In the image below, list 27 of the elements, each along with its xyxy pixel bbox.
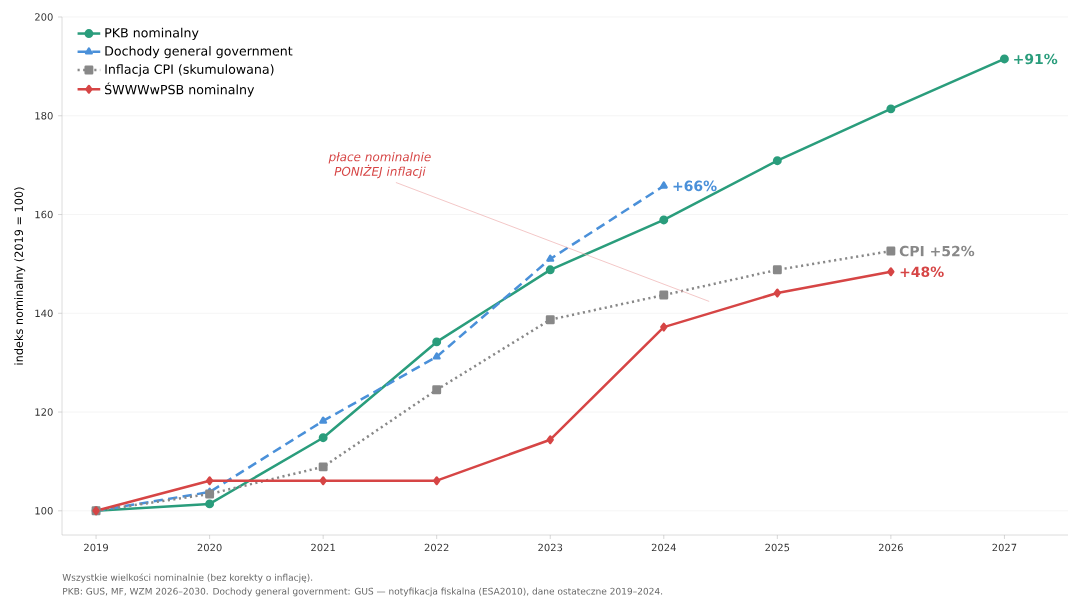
text: Wszystkie wielkości nominalnie (bez korekty o inflację). (62, 573, 313, 583)
y-tick-label: 180 (35, 111, 53, 120)
legend-label: Inflacja CPI (skumulowana) (105, 64, 274, 77)
annotation: płace nominalnie PONIŻEJ inflacji (328, 152, 431, 179)
x-tick-label: 2019 (84, 543, 109, 552)
x-tick-label: 2022 (424, 543, 449, 552)
legend-label: PKB nominalny (105, 27, 199, 40)
y-tick-label: 140 (35, 309, 53, 318)
y-tick-label: 160 (35, 210, 53, 219)
annotation: +48% (900, 266, 944, 278)
x-tick-label: 2025 (765, 543, 790, 552)
x-tick-label: 2023 (538, 543, 563, 552)
y-tick-label: 120 (35, 408, 53, 416)
legend-label: ŚWWWwPSB nominalny (105, 82, 255, 97)
legend-label: Dochody general government (105, 45, 293, 59)
annotation: +66% (673, 180, 717, 192)
annotation: +91% (1014, 53, 1058, 65)
y-tick-label: 100 (35, 507, 53, 515)
y-tick-label: 200 (35, 13, 53, 21)
x-tick-label: 2021 (311, 543, 335, 552)
annotation: CPI +52% (899, 245, 975, 257)
y-axis-title: indeks nominalny (2019 = 100) (14, 187, 26, 365)
x-tick-label: 2026 (878, 543, 903, 552)
x-tick-label: 2020 (197, 543, 222, 552)
x-tick-label: 2024 (651, 543, 676, 552)
x-tick-label: 2027 (992, 543, 1017, 552)
text: PKB: GUS, MF, WZM 2026–2030. Dochody general government: GUS — notyfikacja fiskalna (ESA2010), dane ostateczne 2019–2024. (63, 587, 663, 597)
